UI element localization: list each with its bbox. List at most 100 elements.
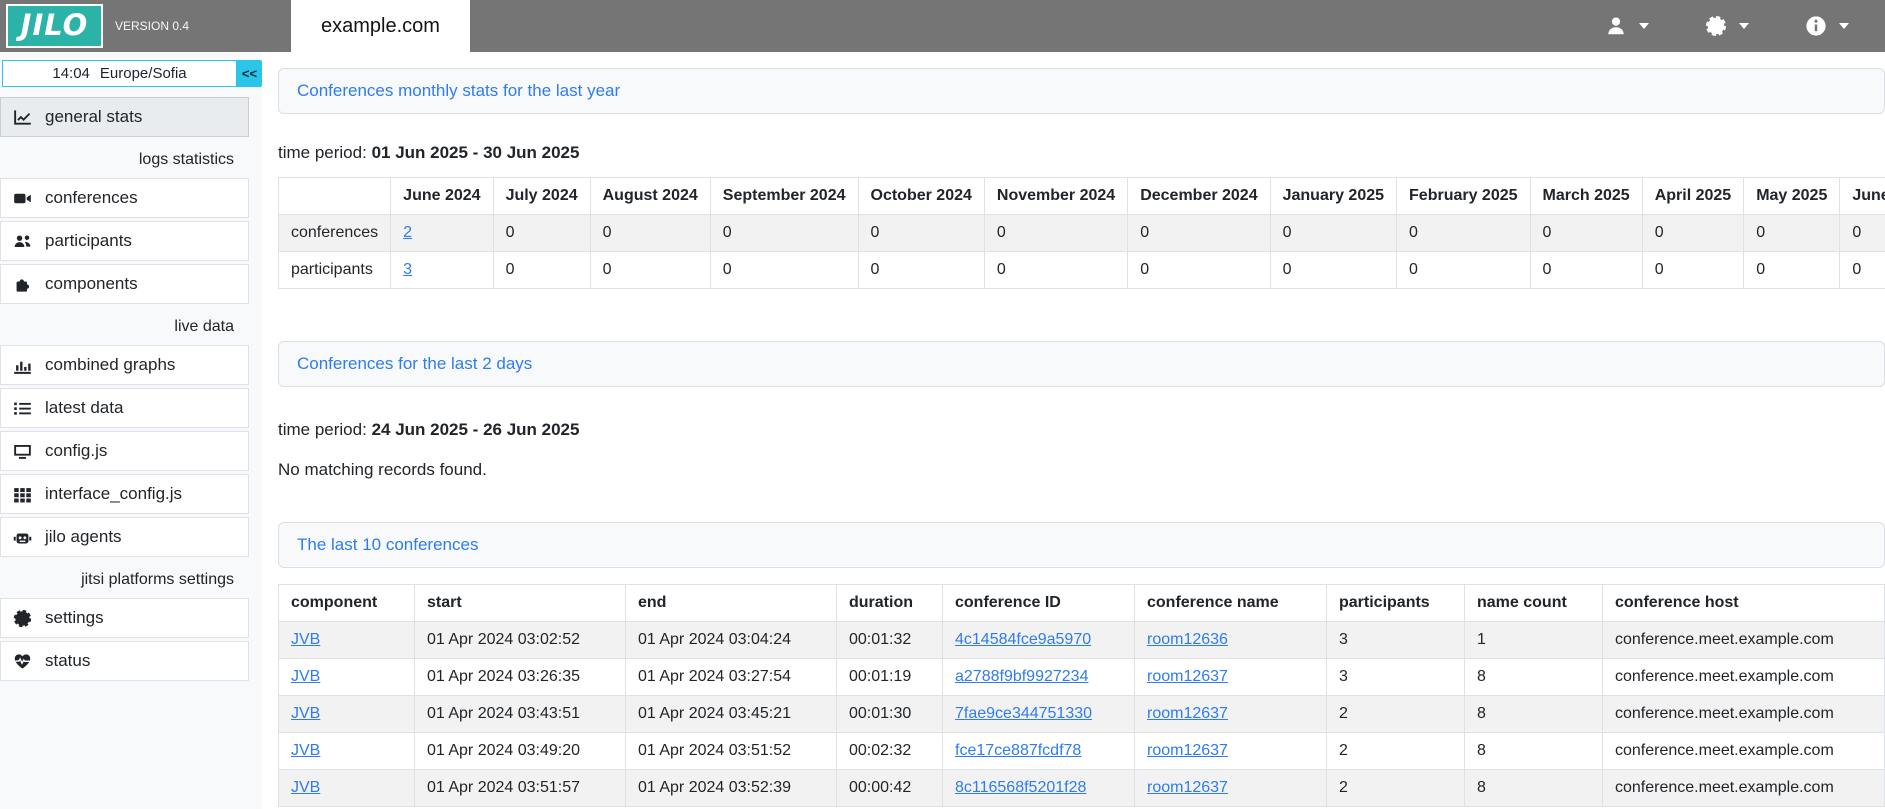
column-header: May 2025 (1743, 177, 1841, 215)
table-link[interactable]: JVB (291, 631, 321, 648)
table-cell: JVB (278, 621, 415, 659)
sidebar-item-components[interactable]: components (0, 264, 249, 304)
table-link[interactable]: 7fae9ce344751330 (955, 705, 1093, 722)
sidebar-item-latest-data[interactable]: latest data (0, 388, 249, 428)
sidebar-item-label: general stats (45, 107, 143, 126)
table-row: JVB 01 Apr 2024 03:26:35 01 Apr 2024 03:27… (278, 658, 1885, 696)
sidebar-item-label: jilo agents (45, 527, 122, 546)
table-cell: 0 (983, 251, 1129, 289)
time-period-label: time period: (278, 143, 367, 162)
puzzle-piece-icon (13, 275, 32, 294)
table-cell: 01 Apr 2024 03:51:52 (625, 732, 837, 770)
bar-chart-icon (13, 356, 32, 375)
table-link[interactable]: 2 (403, 224, 413, 241)
chevron-down-icon (1839, 23, 1849, 29)
table-cell: 01 Apr 2024 03:02:52 (414, 621, 626, 659)
card-monthly-stats: Conferences monthly stats for the last y… (278, 68, 1885, 114)
table-cell: 0 (1127, 251, 1271, 289)
table-cell: 01 Apr 2024 03:52:39 (625, 769, 837, 807)
sidebar-item-label: interface_config.js (45, 484, 183, 503)
table-link[interactable]: JVB (291, 705, 321, 722)
topbar: JILO VERSION 0.4 example.com (0, 0, 1885, 52)
clock-timezone: Europe/Sofia (99, 65, 187, 82)
sidebar-collapse-button[interactable]: << (237, 60, 262, 87)
table-cell: JVB (278, 695, 415, 733)
table-cell: 00:01:19 (836, 658, 943, 696)
time-period-value: 01 Jun 2025 - 30 Jun 2025 (371, 143, 580, 162)
sidebar-item-conferences[interactable]: conferences (0, 178, 249, 218)
app-logo-text: JILO (20, 8, 89, 42)
column-header: December 2024 (1127, 177, 1271, 215)
table-cell: 0 (1529, 251, 1643, 289)
chevron-down-icon (1639, 23, 1649, 29)
table-row: JVB 01 Apr 2024 03:02:52 01 Apr 2024 03:04… (278, 621, 1885, 659)
table-cell: 2 (1326, 769, 1465, 807)
column-header: end (625, 584, 837, 622)
table-link[interactable]: 3 (403, 261, 413, 278)
sidebar-item-jilo-agents[interactable]: jilo agents (0, 517, 249, 557)
chart-line-icon (13, 108, 32, 127)
column-header: October 2024 (857, 177, 985, 215)
table-link[interactable]: JVB (291, 668, 321, 685)
column-header: conference name (1134, 584, 1327, 622)
info-menu-toggle[interactable] (1805, 15, 1849, 37)
table-cell: 0 (492, 251, 591, 289)
table-cell: 0 (1839, 214, 1885, 252)
table-cell: 00:01:30 (836, 695, 943, 733)
table-link[interactable]: 4c14584fce9a5970 (955, 631, 1092, 648)
user-menu-toggle[interactable] (1605, 15, 1649, 37)
table-cell: a2788f9bf9927234 (942, 658, 1135, 696)
table-cell: 1 (1464, 621, 1603, 659)
last-conferences-table: component start end duration conference ID co… (278, 584, 1885, 807)
card-last-10-conferences: The last 10 conferences (278, 522, 1885, 568)
table-link[interactable]: fce17ce887fcdf78 (955, 742, 1082, 759)
column-header: participants (1326, 584, 1465, 622)
sidebar-item-config-js[interactable]: config.js (0, 431, 249, 471)
table-cell: conference.meet.example.com (1602, 769, 1885, 807)
table-link[interactable]: a2788f9bf9927234 (955, 668, 1089, 685)
gear-icon (1705, 15, 1727, 37)
table-cell: 01 Apr 2024 03:04:24 (625, 621, 837, 659)
last-10-conferences-title[interactable]: The last 10 conferences (297, 535, 479, 554)
display-icon (13, 442, 32, 461)
table-cell: 0 (983, 214, 1129, 252)
sidebar-item-participants[interactable]: participants (0, 221, 249, 261)
sidebar-item-general-stats[interactable]: general stats (0, 97, 249, 137)
table-cell: 0 (1641, 251, 1745, 289)
table-link[interactable]: room12637 (1147, 668, 1228, 685)
column-header: January 2025 (1269, 177, 1398, 215)
sidebar-item-label: status (45, 651, 91, 670)
table-link[interactable]: 8c116568f5201f28 (955, 779, 1087, 796)
sidebar-item-interface-config-js[interactable]: interface_config.js (0, 474, 249, 514)
table-link[interactable]: room12637 (1147, 742, 1228, 759)
user-icon (1605, 15, 1627, 37)
table-link[interactable]: room12636 (1147, 631, 1228, 648)
version-label: VERSION 0.4 (115, 19, 190, 33)
table-row: JVB 01 Apr 2024 03:51:57 01 Apr 2024 03:52… (278, 769, 1885, 807)
table-link[interactable]: JVB (291, 779, 321, 796)
sidebar-item-status[interactable]: status (0, 641, 249, 681)
table-cell: JVB (278, 769, 415, 807)
table-link[interactable]: JVB (291, 742, 321, 759)
settings-menu-toggle[interactable] (1705, 15, 1749, 37)
column-header: April 2025 (1641, 177, 1745, 215)
table-link[interactable]: room12637 (1147, 705, 1228, 722)
table-cell: 0 (1839, 251, 1885, 289)
sidebar-item-settings[interactable]: settings (0, 598, 249, 638)
table-cell: 01 Apr 2024 03:43:51 (414, 695, 626, 733)
table-header-row: component start end duration conference ID co… (278, 584, 1885, 622)
table-cell: 0 (1743, 251, 1841, 289)
app-logo: JILO (6, 4, 103, 48)
table-cell: JVB (278, 658, 415, 696)
monthly-stats-title[interactable]: Conferences monthly stats for the last y… (297, 81, 621, 100)
column-header: conference host (1602, 584, 1885, 622)
sidebar-item-label: settings (45, 608, 104, 627)
table-link[interactable]: room12637 (1147, 779, 1228, 796)
sidebar-item-combined-graphs[interactable]: combined graphs (0, 345, 249, 385)
last-2-days-title[interactable]: Conferences for the last 2 days (297, 354, 533, 373)
table-cell: conference.meet.example.com (1602, 732, 1885, 770)
tab-platform[interactable]: example.com (291, 0, 470, 52)
table-cell: conference.meet.example.com (1602, 658, 1885, 696)
robot-icon (13, 528, 32, 547)
table-cell: room12636 (1134, 621, 1327, 659)
